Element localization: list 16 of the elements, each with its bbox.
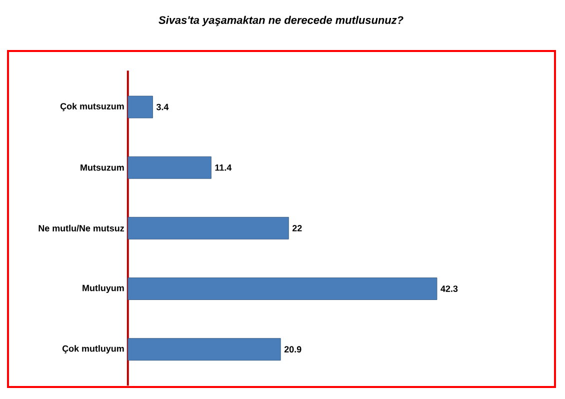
bar	[128, 156, 212, 179]
chart-title: Sivas'ta yaşamaktan ne derecede mutlusunuz?	[158, 16, 404, 26]
y-tick-label: Mutsuzum	[80, 164, 124, 171]
y-tick-label: Çok mutsuzum	[60, 102, 124, 112]
data-label: 42.3	[440, 286, 458, 292]
bar	[128, 96, 153, 118]
bar	[128, 338, 281, 361]
data-label: 22	[292, 225, 302, 232]
y-tick-label: Mutluyum	[82, 284, 124, 293]
bar	[128, 216, 289, 240]
y-tick-label: Çok mutluyum	[62, 345, 124, 354]
data-label: 11.4	[215, 164, 232, 171]
data-label: 3.4	[156, 104, 169, 110]
data-label: 20.9	[284, 346, 302, 353]
bar	[128, 278, 438, 300]
y-tick-label: Ne mutlu/Ne mutsuz	[38, 224, 124, 232]
